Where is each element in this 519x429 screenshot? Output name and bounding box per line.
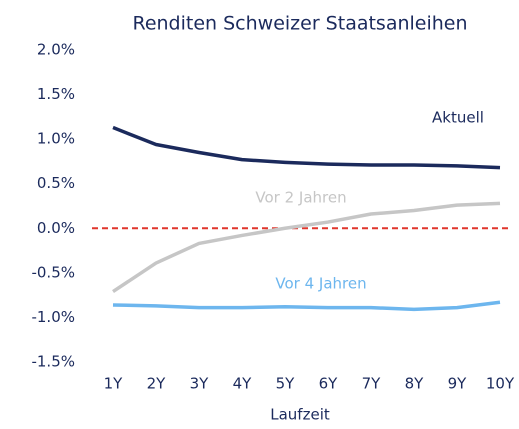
x-tick-label: 6Y: [319, 375, 339, 393]
series-line: [112, 125, 501, 170]
x-tick-label: 7Y: [362, 375, 382, 393]
y-tick-label: 0.0%: [37, 219, 75, 237]
x-tick-label: 10Y: [486, 375, 515, 393]
series-label: Aktuell: [432, 109, 484, 127]
x-tick-label: 4Y: [233, 375, 253, 393]
y-tick-label: 1.5%: [37, 85, 75, 103]
x-tick-label: 2Y: [147, 375, 167, 393]
x-axis-label: Laufzeit: [270, 406, 330, 424]
series-label: Vor 4 Jahren: [275, 275, 366, 293]
y-tick-label: 0.5%: [37, 174, 75, 192]
y-tick-label: -1.0%: [31, 308, 75, 326]
series-line: [112, 300, 501, 312]
y-tick-label: 1.0%: [37, 130, 75, 148]
x-tick-label: 8Y: [405, 375, 425, 393]
x-tick-label: 3Y: [190, 375, 210, 393]
x-tick-label: 9Y: [448, 375, 468, 393]
y-tick-label: 2.0%: [37, 41, 75, 59]
series-line: [112, 201, 501, 294]
chart-title: Renditen Schweizer Staatsanleihen: [132, 13, 467, 35]
series-label: Vor 2 Jahren: [255, 189, 346, 207]
y-tick-label: -1.5%: [31, 353, 75, 371]
x-tick-label: 1Y: [104, 375, 124, 393]
y-tick-label: -0.5%: [31, 263, 75, 281]
x-tick-label: 5Y: [276, 375, 296, 393]
